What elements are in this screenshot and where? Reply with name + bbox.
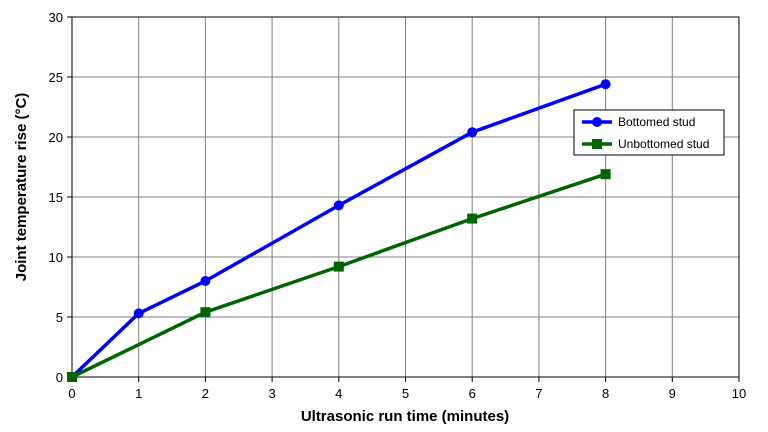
x-tick-label: 1: [135, 386, 142, 401]
y-tick-label: 5: [56, 310, 63, 325]
series-2: [67, 169, 611, 382]
y-tick-label: 0: [56, 370, 63, 385]
x-tick-label: 8: [602, 386, 609, 401]
legend-label: Bottomed stud: [618, 115, 695, 129]
x-tick-label: 0: [68, 386, 75, 401]
data-point: [133, 308, 144, 319]
x-axis-ticks: 0 1 2 3 4 5 6 7 8 9 10: [68, 377, 746, 401]
x-tick-label: 10: [732, 386, 746, 401]
series-1: [67, 79, 611, 382]
y-tick-label: 30: [49, 10, 63, 25]
x-tick-label: 3: [268, 386, 275, 401]
x-axis-title: Ultrasonic run time (minutes): [301, 408, 509, 425]
series-line: [70, 82, 607, 379]
x-tick-label: 5: [402, 386, 409, 401]
x-tick-label: 7: [535, 386, 542, 401]
y-tick-label: 15: [49, 190, 63, 205]
data-point: [600, 169, 611, 180]
y-tick-label: 25: [49, 70, 63, 85]
series-layer: [67, 79, 611, 382]
plot-frame: [71, 16, 740, 378]
x-tick-label: 4: [335, 386, 342, 401]
legend-label: Unbottomed stud: [618, 137, 709, 151]
data-point: [333, 261, 344, 272]
legend: Bottomed stud Unbottomed stud: [573, 109, 725, 156]
x-tick-label: 9: [669, 386, 676, 401]
data-point: [200, 307, 211, 318]
legend-swatch-marker: [592, 139, 602, 149]
x-tick-label: 2: [202, 386, 209, 401]
y-axis-title: Joint temperature rise (°C): [13, 93, 30, 282]
data-point: [333, 200, 344, 211]
x-tick-label: 6: [469, 386, 476, 401]
legend-swatch-marker: [592, 117, 602, 127]
data-point: [200, 276, 211, 286]
y-axis-ticks: 0 5 10 15 20 25 30: [49, 10, 72, 385]
data-point: [467, 213, 478, 224]
data-point: [600, 79, 611, 90]
data-point: [67, 372, 77, 382]
y-tick-label: 10: [49, 250, 63, 265]
data-point: [467, 127, 478, 138]
y-tick-label: 20: [49, 130, 63, 145]
